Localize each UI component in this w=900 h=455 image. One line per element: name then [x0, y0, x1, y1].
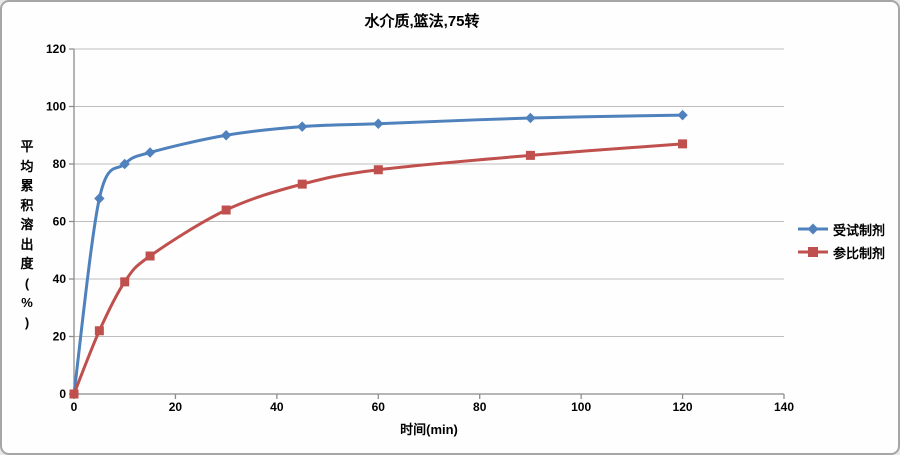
x-axis-title: 时间(min): [400, 422, 458, 437]
gridlines: [74, 48, 784, 337]
legend: 受试制剂 参比制剂: [797, 220, 885, 261]
y-axis-title: 平均累积溶出度(%): [20, 139, 34, 330]
legend-label: 受试制剂: [833, 222, 886, 238]
x-tick-label: 120: [673, 400, 693, 414]
legend-line-diamond-icon: [798, 223, 828, 235]
y-tick-label: 0: [59, 387, 66, 401]
axes: 0 20 40 60 80 100 120 140 0 20 40 60 80 100 120: [46, 42, 794, 414]
x-tick-label: 60: [372, 400, 386, 414]
x-tick-label: 20: [169, 400, 183, 414]
y-tick-label: 60: [53, 215, 67, 229]
legend-item-series-1: 参比制剂: [797, 243, 885, 261]
legend-label: 参比制剂: [833, 245, 886, 261]
x-tick-label: 80: [473, 400, 487, 414]
y-tick-label: 80: [53, 157, 67, 171]
legend-line-square-icon: [798, 247, 828, 257]
y-tick-label: 40: [53, 272, 67, 286]
y-tick-label: 120: [46, 42, 66, 56]
y-tick-label: 100: [46, 100, 66, 114]
x-tick-label: 40: [270, 400, 284, 414]
series-受试制剂: [68, 109, 688, 400]
x-tick-label: 0: [71, 400, 78, 414]
legend-item-series-0: 受试制剂: [797, 220, 885, 238]
chart-title: 水介质,篮法,75转: [364, 13, 480, 30]
y-tick-label: 20: [53, 330, 67, 344]
series-参比制剂: [69, 139, 688, 399]
x-tick-label: 140: [774, 400, 794, 414]
x-tick-label: 100: [571, 400, 591, 414]
